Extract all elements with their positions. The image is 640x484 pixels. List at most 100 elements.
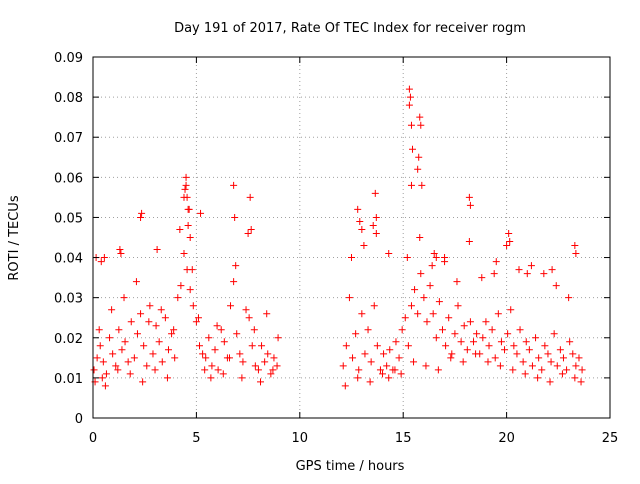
data-point <box>417 270 425 278</box>
data-point <box>238 374 246 382</box>
data-point <box>231 213 239 221</box>
plot-frame <box>92 56 611 419</box>
data-point <box>550 330 558 338</box>
data-point <box>445 314 453 322</box>
y-axis-label: ROTI / TECUs <box>7 195 22 280</box>
data-point <box>575 354 583 362</box>
data-point <box>527 262 535 270</box>
data-point <box>143 362 151 370</box>
data-point <box>242 306 250 314</box>
data-point <box>490 270 498 278</box>
data-point <box>397 370 405 378</box>
data-point <box>342 342 350 350</box>
data-point <box>391 366 399 374</box>
data-point <box>525 346 533 354</box>
data-point <box>430 250 438 258</box>
data-point <box>184 221 192 229</box>
data-point <box>379 370 387 378</box>
data-point <box>116 246 124 254</box>
data-point <box>245 314 253 322</box>
data-point <box>274 334 282 342</box>
data-point <box>138 209 146 217</box>
data-point <box>246 193 254 201</box>
data-point <box>168 330 176 338</box>
data-point <box>432 254 440 262</box>
data-point <box>149 350 157 358</box>
data-point <box>571 242 579 250</box>
data-point <box>552 282 560 290</box>
data-point <box>95 326 103 334</box>
data-point <box>513 350 521 358</box>
data-point <box>403 254 411 262</box>
data-point <box>367 358 375 366</box>
data-point <box>485 342 493 350</box>
data-point <box>386 346 394 354</box>
data-point <box>470 338 478 346</box>
data-point <box>411 286 419 294</box>
data-point <box>227 302 235 310</box>
data-point <box>155 338 163 346</box>
data-point <box>170 326 178 334</box>
data-point <box>239 358 247 366</box>
data-point <box>102 370 110 378</box>
data-point <box>372 213 380 221</box>
data-point <box>339 362 347 370</box>
data-point <box>354 374 362 382</box>
data-point <box>416 234 424 241</box>
data-point <box>354 205 362 213</box>
x-tick-label: 15 <box>395 431 412 446</box>
data-point <box>546 378 554 386</box>
data-point <box>451 330 459 338</box>
data-point <box>186 286 194 294</box>
data-point <box>233 330 241 338</box>
data-point <box>214 366 222 374</box>
data-point <box>370 302 378 310</box>
data-point <box>418 181 426 189</box>
data-point <box>497 338 505 346</box>
data-point <box>219 370 227 378</box>
data-point <box>345 294 353 302</box>
data-point <box>258 342 266 350</box>
data-point <box>352 330 360 338</box>
data-point <box>416 113 424 121</box>
data-point <box>157 306 165 314</box>
y-tick-label: 0 <box>75 412 83 427</box>
data-point <box>207 374 215 382</box>
data-point <box>205 334 213 342</box>
y-tick-label: 0.08 <box>54 91 83 106</box>
data-point <box>414 310 422 318</box>
data-point <box>182 181 190 189</box>
data-point <box>457 338 465 346</box>
data-point <box>90 366 98 374</box>
data-point <box>201 366 209 374</box>
data-point <box>360 242 368 250</box>
data-point <box>174 294 182 302</box>
data-point <box>356 217 364 225</box>
data-point <box>186 234 194 241</box>
data-point <box>244 229 252 237</box>
data-point <box>270 354 278 362</box>
data-point <box>572 362 580 370</box>
data-point <box>409 145 417 153</box>
data-point <box>534 374 542 382</box>
data-point <box>563 366 571 374</box>
data-point <box>454 302 462 310</box>
data-point <box>358 310 366 318</box>
data-point <box>410 358 418 366</box>
data-point <box>151 366 159 374</box>
data-point <box>121 338 129 346</box>
data-point <box>429 310 437 318</box>
data-point <box>171 354 179 362</box>
y-tick-label: 0.05 <box>54 211 83 226</box>
data-point <box>407 181 415 189</box>
data-point <box>553 362 561 370</box>
y-tick-label: 0.09 <box>54 51 83 66</box>
y-tick-label: 0.06 <box>54 171 83 186</box>
data-point <box>501 346 509 354</box>
data-point <box>385 374 393 382</box>
data-point <box>269 366 277 374</box>
data-point <box>494 310 502 318</box>
x-tick-label: 20 <box>498 431 515 446</box>
